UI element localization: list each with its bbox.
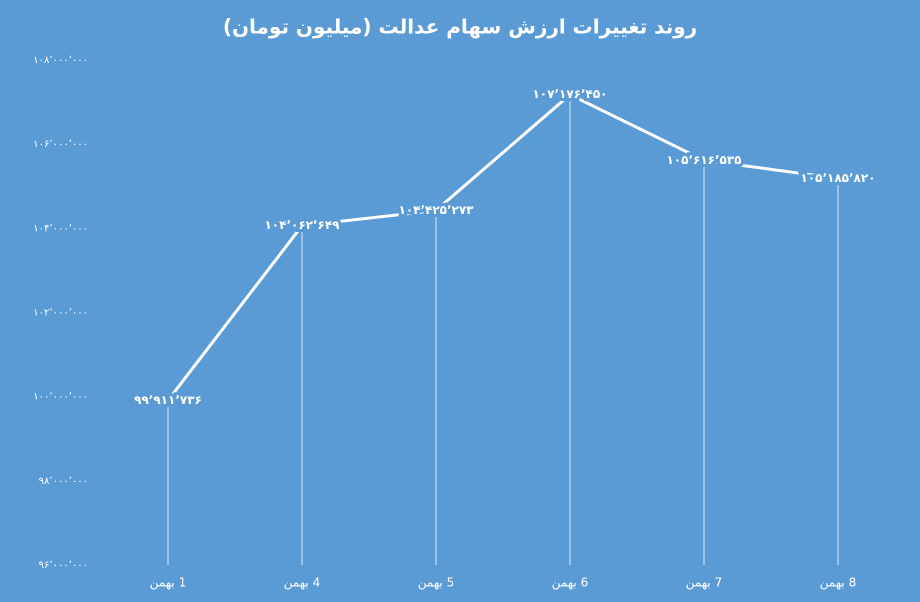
x-tick-label: 8 بهمن [820, 576, 856, 591]
value-label: ۱۰۵٬۱۸۵٬۸۲۰ [800, 171, 875, 185]
value-label: ۱۰۴٬۰۶۲٬۶۴۹ [264, 218, 340, 232]
series-line [166, 92, 839, 402]
value-label: ۱۰۴٬۴۲۵٬۲۷۳ [398, 203, 474, 217]
x-tick-label: 4 بهمن [284, 576, 320, 591]
y-tick-label: ۹۶٬۰۰۰٬۰۰۰ [39, 560, 88, 571]
y-tick-label: ۱۰۸٬۰۰۰٬۰۰۰ [33, 55, 88, 66]
y-tick-label: ۱۰۰٬۰۰۰٬۰۰۰ [33, 392, 88, 403]
y-tick-label: ۱۰۶٬۰۰۰٬۰۰۰ [33, 139, 88, 150]
y-tick-label: ۱۰۴٬۰۰۰٬۰۰۰ [33, 223, 88, 234]
value-label: ۱۰۷٬۱۷۶٬۴۵۰ [532, 87, 607, 101]
y-tick-label: ۱۰۲٬۰۰۰٬۰۰۰ [33, 308, 88, 319]
x-tick-label: 5 بهمن [418, 576, 454, 591]
x-tick-label: 1 بهمن [150, 576, 186, 591]
y-tick-label: ۹۸٬۰۰۰٬۰۰۰ [39, 476, 88, 487]
value-label: ۹۹٬۹۱۱٬۷۳۶ [134, 393, 202, 407]
chart-title: روند تغییرات ارزش سهام عدالت (میلیون توم… [223, 15, 697, 39]
x-tick-label: 6 بهمن [552, 576, 588, 591]
value-label: ۱۰۵٬۶۱۶٬۵۳۵ [666, 153, 741, 167]
x-tick-label: 7 بهمن [686, 576, 722, 591]
